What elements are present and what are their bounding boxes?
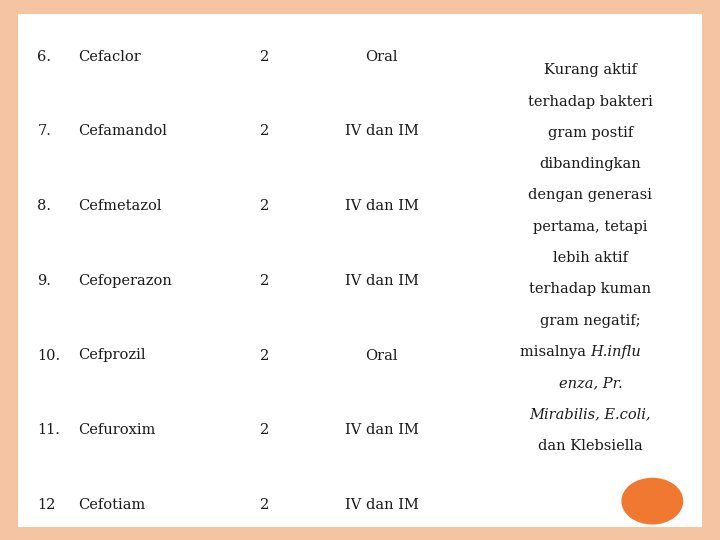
Text: 12: 12 [37,498,56,512]
Text: 10.: 10. [37,348,60,362]
Text: IV dan IM: IV dan IM [345,498,418,512]
Text: dan Klebsiella: dan Klebsiella [538,439,643,453]
Text: terhadap kuman: terhadap kuman [529,282,652,296]
Text: IV dan IM: IV dan IM [345,274,418,288]
Text: Cefotiam: Cefotiam [78,498,145,512]
Text: 2: 2 [261,498,269,512]
Text: 2: 2 [261,274,269,288]
Text: Kurang aktif: Kurang aktif [544,63,637,77]
Text: Oral: Oral [365,348,398,362]
Text: 2: 2 [261,50,269,64]
Text: 8.: 8. [37,199,51,213]
FancyBboxPatch shape [18,14,702,526]
Text: Cefuroxim: Cefuroxim [78,423,155,437]
Circle shape [622,478,683,524]
Text: IV dan IM: IV dan IM [345,124,418,138]
Text: IV dan IM: IV dan IM [345,423,418,437]
Text: 6.: 6. [37,50,51,64]
Text: Cefaclor: Cefaclor [78,50,140,64]
Text: lebih aktif: lebih aktif [553,251,628,265]
Text: 7.: 7. [37,124,51,138]
Text: 9.: 9. [37,274,51,288]
Text: Cefoperazon: Cefoperazon [78,274,171,288]
Text: gram postif: gram postif [548,126,633,140]
Text: enza, Pr.: enza, Pr. [559,376,622,390]
Text: dibandingkan: dibandingkan [539,157,642,171]
Text: Cefprozil: Cefprozil [78,348,145,362]
Text: Cefamandol: Cefamandol [78,124,166,138]
Text: terhadap bakteri: terhadap bakteri [528,94,653,109]
Text: 2: 2 [261,348,269,362]
Text: 11.: 11. [37,423,60,437]
Text: H.influ: H.influ [590,345,641,359]
Text: Cefmetazol: Cefmetazol [78,199,161,213]
Text: 2: 2 [261,199,269,213]
Text: 2: 2 [261,423,269,437]
Text: misalnya: misalnya [520,345,590,359]
Text: pertama, tetapi: pertama, tetapi [533,220,648,234]
Text: Mirabilis, E.coli,: Mirabilis, E.coli, [530,408,651,422]
Text: dengan generasi: dengan generasi [528,188,652,202]
Text: 2: 2 [261,124,269,138]
Text: gram negatif;: gram negatif; [540,314,641,328]
Text: IV dan IM: IV dan IM [345,199,418,213]
Text: Oral: Oral [365,50,398,64]
